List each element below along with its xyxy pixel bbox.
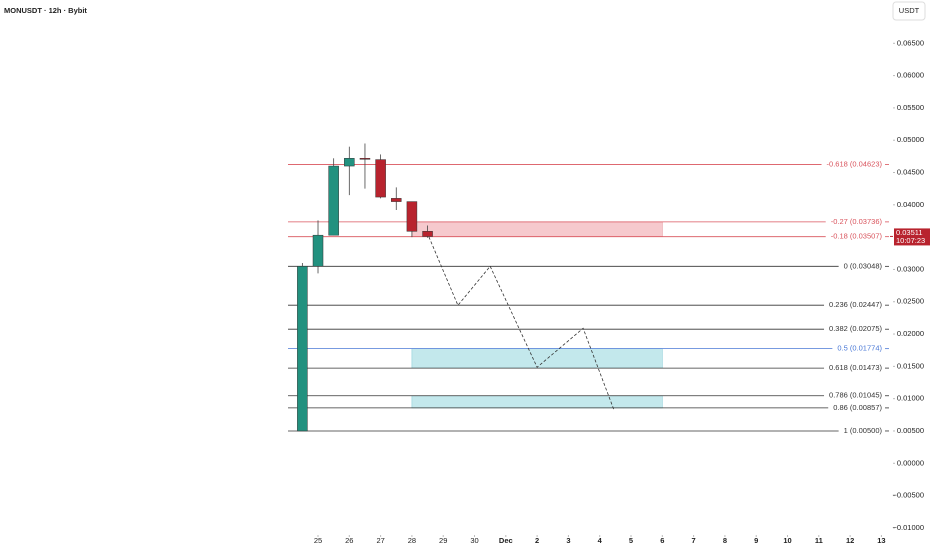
currency-button[interactable] (892, 1, 926, 21)
y-tick-label: 0.05500 (897, 103, 924, 112)
x-tick-label: 26 (345, 536, 353, 545)
last-price-label: 0.03511 (896, 228, 923, 237)
level-label: 0.786 (0.01045) (829, 391, 882, 400)
level-label: 0.236 (0.02447) (829, 300, 882, 309)
y-tick-label: 0.04000 (897, 200, 924, 209)
y-tick-label: 0.02000 (897, 329, 924, 338)
x-tick-label: 30 (470, 536, 478, 545)
candle-body (406, 201, 418, 232)
x-tick-label: 10 (783, 536, 791, 545)
candle-body (344, 158, 355, 167)
countdown-label: 10:07:23 (896, 236, 925, 245)
zone (411, 348, 663, 369)
level-label: 0.382 (0.02075) (829, 324, 882, 333)
currency-label[interactable]: USDT (899, 6, 920, 15)
y-tick-label: 0.02500 (897, 297, 924, 306)
candle-body (359, 158, 371, 160)
x-tick-label: 2 (535, 536, 539, 545)
x-tick-label: 4 (598, 536, 603, 545)
x-tick-label: 9 (754, 536, 758, 545)
y-tick-label: 0.01000 (897, 394, 924, 403)
last-price-tag (894, 228, 930, 246)
level-label: -0.618 (0.04623) (827, 160, 883, 169)
x-tick-label: 13 (877, 536, 885, 545)
level-label: 0.5 (0.01774) (837, 344, 882, 353)
x-tick-label: 5 (629, 536, 633, 545)
y-tick-label: 0.03000 (897, 264, 924, 273)
candle-body (297, 266, 308, 432)
y-tick-label: 0.01500 (897, 361, 924, 370)
candle-body (391, 198, 402, 202)
x-tick-label: 8 (723, 536, 727, 545)
level-label: 1 (0.00500) (844, 426, 883, 435)
x-tick-label: 7 (692, 536, 696, 545)
y-tick-label: 0.00500 (897, 426, 924, 435)
level-label: -0.18 (0.03507) (831, 232, 883, 241)
candle-body (422, 231, 433, 237)
symbol-title: MONUSDT · 12h · Bybit (4, 6, 87, 15)
zone (411, 395, 663, 409)
x-tick-label: 11 (815, 536, 823, 545)
y-tick-label: −0.00500 (893, 491, 925, 500)
x-tick-label: 3 (566, 536, 570, 545)
level-label: 0.86 (0.00857) (833, 403, 882, 412)
x-tick-label: 28 (408, 536, 416, 545)
x-tick-label: Dec (499, 536, 513, 545)
x-tick-label: 25 (314, 536, 322, 545)
candle-body (328, 165, 339, 236)
y-tick-label: 0.05000 (897, 135, 924, 144)
projection-path (426, 232, 615, 411)
y-tick-label: −0.01000 (893, 523, 925, 532)
y-tick-label: 0.04500 (897, 168, 924, 177)
level-label: -0.27 (0.03736) (831, 217, 883, 226)
level-label: 0 (0.03048) (844, 261, 883, 270)
y-tick-label: 0.06000 (897, 71, 924, 80)
level-label: 0.618 (0.01473) (829, 363, 882, 372)
x-tick-label: 12 (846, 536, 854, 545)
x-tick-label: 27 (376, 536, 384, 545)
y-tick-label: 0.06500 (897, 38, 924, 47)
candle-body (312, 234, 324, 267)
y-tick-label: 0.00000 (897, 458, 924, 467)
x-tick-label: 6 (660, 536, 664, 545)
x-tick-label: 29 (439, 536, 447, 545)
candle-body (375, 159, 386, 198)
zone (411, 221, 663, 237)
